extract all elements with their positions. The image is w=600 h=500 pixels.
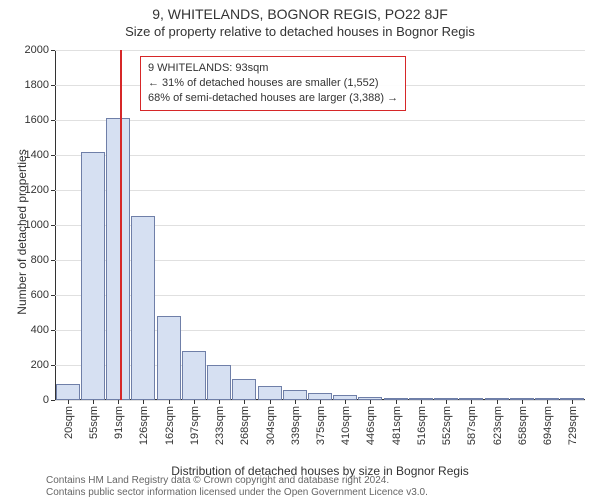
bar (283, 390, 307, 400)
annotation-line1: 9 WHITELANDS: 93sqm (148, 61, 398, 76)
chart-title-line1: 9, WHITELANDS, BOGNOR REGIS, PO22 8JF (0, 6, 600, 22)
x-tick-label: 20sqm (63, 406, 75, 439)
x-tick-mark (370, 400, 371, 404)
x-tick-mark (244, 400, 245, 404)
gridline (55, 190, 585, 191)
x-tick-mark (446, 400, 447, 404)
y-tick-mark (51, 295, 55, 296)
bar (157, 316, 181, 400)
x-tick-mark (522, 400, 523, 404)
gridline (55, 50, 585, 51)
y-tick-mark (51, 190, 55, 191)
x-tick-label: 375sqm (315, 406, 327, 445)
attribution-line2: Contains public sector information licen… (46, 487, 428, 499)
x-tick-mark (471, 400, 472, 404)
plot-area: 020040060080010001200140016001800200020s… (55, 50, 585, 400)
y-tick-label: 800 (31, 254, 49, 266)
bar (258, 386, 282, 400)
y-tick-label: 1400 (25, 149, 49, 161)
y-tick-label: 0 (43, 394, 49, 406)
bar (81, 152, 105, 401)
x-tick-mark (320, 400, 321, 404)
x-tick-label: 481sqm (391, 406, 403, 445)
y-tick-mark (51, 330, 55, 331)
x-tick-mark (169, 400, 170, 404)
x-tick-label: 729sqm (568, 406, 580, 445)
y-tick-mark (51, 85, 55, 86)
bar (131, 216, 155, 400)
annotation-box: 9 WHITELANDS: 93sqm ← 31% of detached ho… (140, 56, 406, 111)
x-tick-label: 516sqm (416, 406, 428, 445)
x-tick-mark (68, 400, 69, 404)
x-tick-label: 126sqm (139, 406, 151, 445)
attribution-text: Contains HM Land Registry data © Crown c… (46, 475, 428, 498)
x-tick-mark (497, 400, 498, 404)
y-tick-mark (51, 365, 55, 366)
x-tick-label: 162sqm (164, 406, 176, 445)
y-tick-mark (51, 260, 55, 261)
x-tick-mark (396, 400, 397, 404)
x-tick-label: 658sqm (517, 406, 529, 445)
y-tick-mark (51, 155, 55, 156)
y-tick-label: 1200 (25, 184, 49, 196)
x-tick-label: 304sqm (265, 406, 277, 445)
x-tick-label: 694sqm (542, 406, 554, 445)
y-axis-label: Number of detached properties (15, 82, 29, 382)
attribution-line1: Contains HM Land Registry data © Crown c… (46, 475, 428, 487)
bar (182, 351, 206, 400)
x-tick-mark (118, 400, 119, 404)
x-tick-mark (547, 400, 548, 404)
x-tick-label: 197sqm (189, 406, 201, 445)
y-tick-mark (51, 400, 55, 401)
gridline (55, 155, 585, 156)
x-tick-mark (345, 400, 346, 404)
x-tick-label: 552sqm (441, 406, 453, 445)
x-tick-mark (572, 400, 573, 404)
x-tick-label: 410sqm (340, 406, 352, 445)
annotation-line2: ← 31% of detached houses are smaller (1,… (148, 76, 398, 91)
x-tick-label: 268sqm (239, 406, 251, 445)
bar (106, 118, 130, 400)
y-tick-label: 1000 (25, 219, 49, 231)
y-tick-mark (51, 225, 55, 226)
x-tick-label: 446sqm (366, 406, 378, 445)
x-tick-mark (194, 400, 195, 404)
annotation-line3: 68% of semi-detached houses are larger (… (148, 91, 398, 106)
y-tick-label: 2000 (25, 44, 49, 56)
x-tick-label: 233sqm (214, 406, 226, 445)
y-tick-label: 1800 (25, 79, 49, 91)
bar (207, 365, 231, 400)
bar (56, 384, 80, 400)
y-tick-mark (51, 120, 55, 121)
x-tick-label: 91sqm (113, 406, 125, 439)
figure-root: 9, WHITELANDS, BOGNOR REGIS, PO22 8JF Si… (0, 0, 600, 500)
x-tick-label: 55sqm (88, 406, 100, 439)
chart-title-line2: Size of property relative to detached ho… (0, 24, 600, 39)
x-tick-label: 339sqm (290, 406, 302, 445)
y-tick-label: 1600 (25, 114, 49, 126)
x-tick-label: 623sqm (492, 406, 504, 445)
gridline (55, 120, 585, 121)
x-tick-mark (421, 400, 422, 404)
y-tick-label: 400 (31, 324, 49, 336)
x-tick-mark (270, 400, 271, 404)
bar (232, 379, 256, 400)
x-tick-mark (219, 400, 220, 404)
y-tick-label: 600 (31, 289, 49, 301)
x-tick-label: 587sqm (467, 406, 479, 445)
y-tick-mark (51, 50, 55, 51)
x-tick-mark (295, 400, 296, 404)
y-tick-label: 200 (31, 359, 49, 371)
marker-line (120, 50, 122, 400)
x-tick-mark (93, 400, 94, 404)
bar (308, 393, 332, 400)
x-tick-mark (143, 400, 144, 404)
